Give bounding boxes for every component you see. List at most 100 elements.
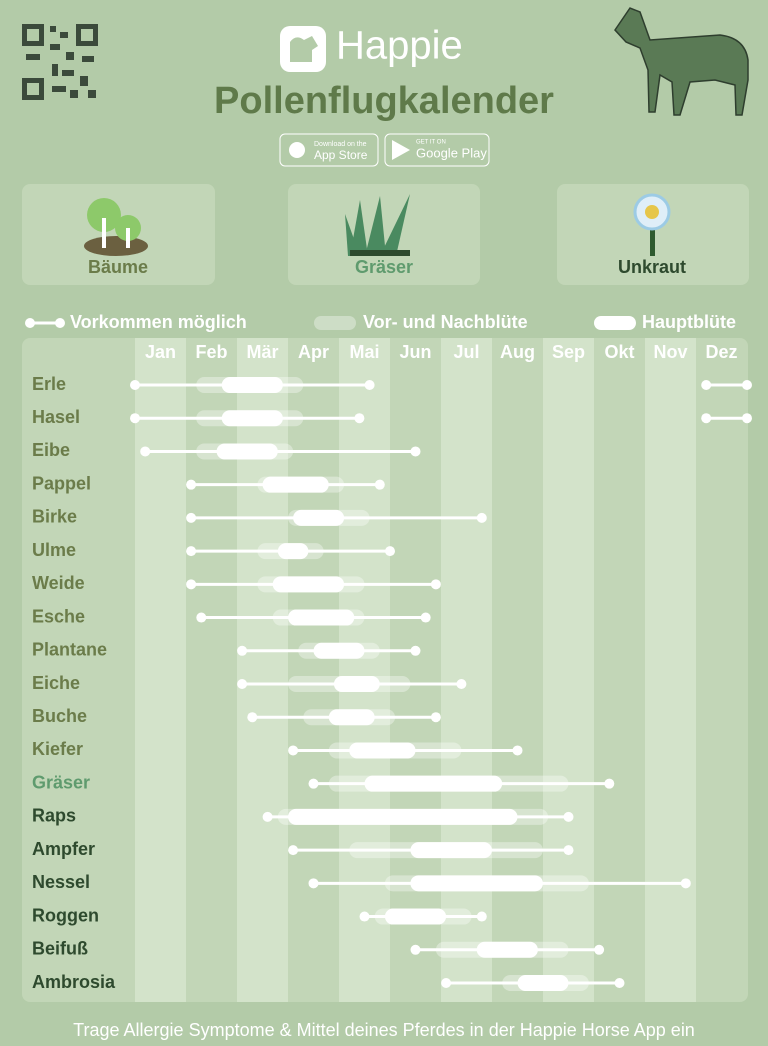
range-end xyxy=(742,413,752,424)
x-tick-label: Sep xyxy=(552,342,585,362)
range-start xyxy=(196,612,207,623)
google-play-badge[interactable] xyxy=(384,133,490,167)
badge-text: Google Play xyxy=(416,145,487,160)
plot: Jan Feb Mär Apr Mai Jun Jul Aug Sep Okt Nov Dez Erle… xyxy=(32,338,752,1002)
range-end xyxy=(594,944,605,955)
range-start xyxy=(262,811,273,822)
main-bloom xyxy=(277,543,309,560)
x-tick-label: Feb xyxy=(195,342,227,362)
x-tick-label: Okt xyxy=(604,342,634,362)
range-start xyxy=(130,413,140,424)
footer: Trage Allergie Symptome & Mittel deines … xyxy=(73,1020,695,1040)
row-label: Ulme xyxy=(32,540,76,560)
row-label: Roggen xyxy=(32,905,99,925)
horse-illustration xyxy=(614,7,749,116)
range-start xyxy=(308,878,319,889)
app-store-badge[interactable] xyxy=(279,133,379,167)
range-end xyxy=(410,446,421,457)
x-tick-label: Jul xyxy=(453,342,479,362)
month-column xyxy=(339,338,390,1002)
row-label: Pappel xyxy=(32,473,91,493)
row-label: Raps xyxy=(32,806,76,826)
badge-small: GET IT ON xyxy=(416,140,446,146)
range-end xyxy=(364,380,375,390)
main-bloom xyxy=(384,908,447,925)
row-label: Erle xyxy=(32,374,66,394)
row-label: Hasel xyxy=(32,407,80,427)
range-end xyxy=(512,745,523,756)
legend: Vorkommen möglich Vor- und Nachblüte Hau… xyxy=(25,312,736,332)
x-tick-label: Apr xyxy=(298,342,329,362)
range-end xyxy=(476,911,487,922)
legend-label: Hauptblüte xyxy=(642,312,736,332)
x-tick-label: Nov xyxy=(653,342,687,362)
month-column xyxy=(441,338,492,1002)
range-end xyxy=(410,645,421,656)
tile-label: Gräser xyxy=(355,257,413,277)
tile-label: Bäume xyxy=(88,257,148,277)
range-start xyxy=(308,778,319,789)
main-bloom xyxy=(221,410,283,427)
range-start xyxy=(130,380,140,390)
main-bloom xyxy=(288,808,518,825)
month-column xyxy=(237,338,288,1002)
range-end xyxy=(354,413,365,424)
range-start xyxy=(186,546,197,557)
main-bloom xyxy=(333,676,380,692)
range-start xyxy=(247,712,258,723)
row-label: Eibe xyxy=(32,440,70,460)
month-column xyxy=(645,338,696,1002)
main-bloom xyxy=(410,875,543,892)
play-icon xyxy=(392,140,410,160)
range-start xyxy=(237,645,248,656)
x-tick-label: Mär xyxy=(246,342,278,362)
range-end xyxy=(614,978,625,988)
main-bloom xyxy=(517,975,569,991)
row-label: Plantane xyxy=(32,640,107,660)
range-end xyxy=(563,845,574,856)
range-end xyxy=(430,579,441,590)
main-bloom xyxy=(221,377,283,393)
range-start xyxy=(288,845,299,856)
main-bloom xyxy=(262,476,329,493)
range-end xyxy=(604,778,615,789)
row-label: Gräser xyxy=(32,772,90,792)
range-start xyxy=(359,911,370,922)
brand: Happie xyxy=(336,24,463,68)
range-end xyxy=(742,380,752,390)
badge-text: App Store xyxy=(314,148,368,162)
grass-icon xyxy=(345,194,410,256)
row-label: Nessel xyxy=(32,872,90,892)
x-tick-label: Mai xyxy=(349,342,379,362)
row-label: Ampfer xyxy=(32,839,95,859)
main-bloom xyxy=(328,709,375,726)
main-bloom xyxy=(293,509,345,526)
dandelion-icon xyxy=(633,193,671,256)
row-label: Beifuß xyxy=(32,939,88,959)
range-start xyxy=(288,745,299,756)
row-label: Kiefer xyxy=(32,739,83,759)
x-tick-label: Jun xyxy=(399,342,431,362)
row-label: Weide xyxy=(32,573,85,593)
x-tick-label: Jan xyxy=(145,342,176,362)
tile-label: Unkraut xyxy=(618,257,686,277)
x-tick-label: Dez xyxy=(705,342,737,362)
main-bloom xyxy=(288,609,355,626)
main-bloom xyxy=(313,642,365,659)
main-bloom xyxy=(364,775,503,792)
main-bloom xyxy=(216,443,278,460)
tree-icon xyxy=(84,198,148,256)
range-end xyxy=(456,679,467,689)
range-end xyxy=(680,878,691,889)
main-bloom xyxy=(272,576,345,593)
range-end xyxy=(476,512,487,523)
range-end xyxy=(430,712,441,723)
legend-label: Vor- und Nachblüte xyxy=(363,312,528,332)
tile[interactable] xyxy=(288,184,480,285)
x-tick-label: Aug xyxy=(500,342,535,362)
range-start xyxy=(410,944,421,955)
range-start xyxy=(237,679,248,689)
row-label: Eiche xyxy=(32,673,80,693)
range-end xyxy=(420,612,431,623)
